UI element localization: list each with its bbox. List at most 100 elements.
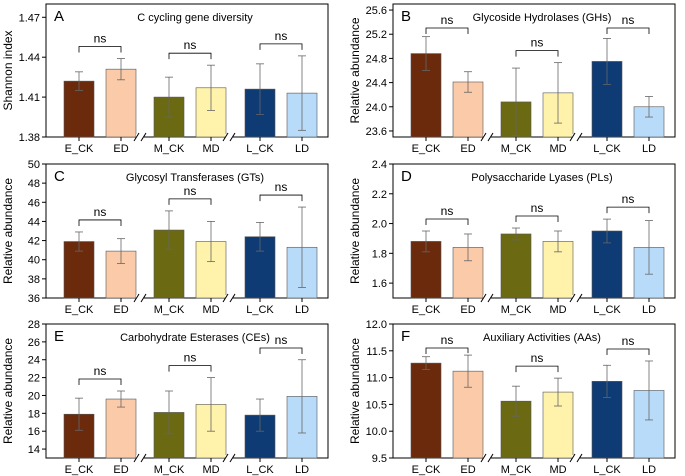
y-tick-label: 23.6 <box>366 126 387 138</box>
x-tick-label: E_CK <box>65 143 94 155</box>
panel-letter: F <box>401 328 410 345</box>
panel-d: 1.6 1.8 2.0 2.2 2.4 Relative abundance D Polysa… <box>348 159 676 316</box>
y-axis-label: Relative abundance <box>348 17 362 123</box>
significance-label: ns <box>94 32 107 46</box>
x-tick-label: LD <box>295 464 309 476</box>
panel-letter: C <box>54 168 65 185</box>
x-tick-label: MD <box>549 143 566 155</box>
significance-label: ns <box>531 36 544 50</box>
significance-bracket <box>606 348 650 355</box>
significance-label: ns <box>441 204 454 218</box>
x-tick-label: MD <box>202 304 219 316</box>
axis-break-mark <box>222 453 236 463</box>
y-tick-label: 42 <box>28 236 40 248</box>
panel-letter: B <box>401 8 411 25</box>
axis-break-mark <box>480 293 494 303</box>
y-tick-label: 18 <box>28 408 40 420</box>
y-tick-label: 24.4 <box>366 78 387 90</box>
significance-bracket <box>168 365 212 372</box>
chart-title: C cycling gene diversity <box>137 12 253 24</box>
x-tick-label: M_CK <box>154 304 185 316</box>
significance-label: ns <box>531 351 544 365</box>
x-tick-label: LD <box>642 143 656 155</box>
y-tick-label: 24 <box>28 355 40 367</box>
x-tick-label: ED <box>460 143 475 155</box>
y-tick-label: 46 <box>28 197 40 209</box>
y-axis-label: Relative abundance <box>348 178 362 284</box>
significance-bracket <box>168 52 212 60</box>
panel-letter: D <box>401 168 412 185</box>
y-tick-label: 2.0 <box>372 219 387 231</box>
x-tick-label: ED <box>113 304 128 316</box>
significance-bracket <box>515 50 559 57</box>
significance-label: ns <box>622 334 635 348</box>
significance-bracket <box>425 27 469 34</box>
x-tick-label: M_CK <box>501 464 532 476</box>
axis-break-mark <box>480 132 494 142</box>
bar-m-ck <box>500 233 532 299</box>
y-tick-label: 40 <box>28 255 40 267</box>
x-tick-label: LD <box>295 304 309 316</box>
significance-bracket <box>425 218 469 225</box>
panel-e: 14 16 18 20 22 24 26 28 Relative abundance E Carbo… <box>1 319 329 476</box>
y-tick-label: 25.2 <box>366 29 387 41</box>
chart-title: Glycoside Hydrolases (GHs) <box>473 12 612 24</box>
axis-break-mark <box>222 132 236 142</box>
x-tick-label: M_CK <box>501 304 532 316</box>
y-tick-label: 10.5 <box>366 399 387 411</box>
x-tick-label: LD <box>295 143 309 155</box>
y-tick-label: 1.6 <box>372 278 387 290</box>
x-tick-label: M_CK <box>154 143 185 155</box>
significance-bracket <box>78 378 122 385</box>
significance-label: ns <box>275 333 288 347</box>
x-tick-label: MD <box>549 304 566 316</box>
y-tick-label: 20 <box>28 390 40 402</box>
significance-bracket <box>606 27 650 34</box>
x-tick-label: L_CK <box>246 304 274 316</box>
y-tick-label: 1.8 <box>372 248 387 260</box>
x-tick-label: L_CK <box>593 143 621 155</box>
significance-bracket <box>168 198 212 205</box>
axis-break-mark <box>569 293 583 303</box>
panel-f: 9.5 10.0 10.5 11.0 11.5 12.0 Relative abundanc… <box>348 319 676 476</box>
axis-break-mark <box>222 293 236 303</box>
significance-bracket <box>78 219 122 226</box>
significance-label: ns <box>94 364 107 378</box>
y-tick-label: 11.0 <box>366 373 387 385</box>
x-tick-label: L_CK <box>593 304 621 316</box>
y-tick-label: 38 <box>28 274 40 286</box>
bar-e-ck <box>410 362 442 459</box>
axis-break-mark <box>569 132 583 142</box>
chart-title: Auxiliary Activities (AAs) <box>483 332 601 344</box>
panel-a: 1.38 1.41 1.44 1.47 Shannon index A C cycling … <box>1 3 329 155</box>
y-tick-label: 36 <box>28 293 40 305</box>
panel-c: 36 38 40 42 44 46 48 50 Relative abundance C Glyco… <box>1 159 329 316</box>
x-tick-label: E_CK <box>412 464 441 476</box>
x-tick-label: M_CK <box>501 143 532 155</box>
panel-letter: A <box>54 8 64 25</box>
x-tick-label: MD <box>549 464 566 476</box>
x-tick-label: ED <box>113 143 128 155</box>
x-tick-label: L_CK <box>246 464 274 476</box>
significance-label: ns <box>531 201 544 215</box>
y-axis-label: Relative abundance <box>348 338 362 444</box>
panel-b: 23.6 24.0 24.4 24.8 25.2 25.6 Relative abundan… <box>348 3 676 155</box>
significance-bracket <box>606 206 650 214</box>
y-tick-label: 14 <box>28 444 40 456</box>
x-tick-label: L_CK <box>593 464 621 476</box>
y-tick-label: 24.0 <box>366 102 387 114</box>
significance-bracket <box>259 43 303 50</box>
y-tick-label: 22 <box>28 373 40 385</box>
significance-label: ns <box>441 13 454 27</box>
significance-bracket <box>78 46 122 53</box>
y-tick-label: 9.5 <box>372 453 387 465</box>
x-tick-label: E_CK <box>412 143 441 155</box>
x-tick-label: LD <box>642 304 656 316</box>
plot-frame <box>45 323 329 459</box>
x-tick-label: E_CK <box>65 464 94 476</box>
significance-bracket <box>515 365 559 373</box>
y-tick-label: 1.44 <box>19 52 40 64</box>
significance-bracket <box>425 347 469 354</box>
x-tick-label: ED <box>460 464 475 476</box>
